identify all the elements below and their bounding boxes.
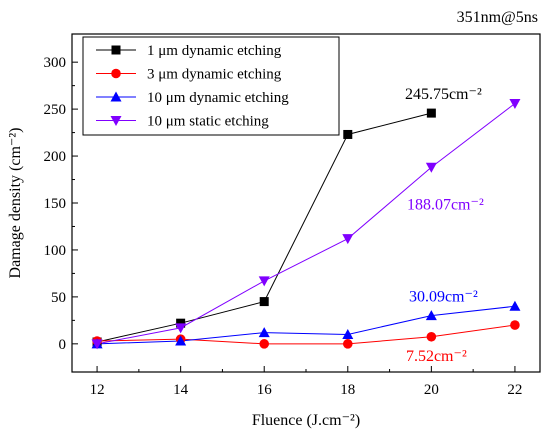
y-tick-label: 100 [44,243,67,259]
legend-marker-1 [111,68,121,79]
x-tick-label: 12 [90,382,105,398]
data-point [510,320,520,330]
annotation-1: 188.07cm⁻² [407,196,484,213]
legend-label-3: 10 μm static etching [147,114,269,130]
legend-marker-3 [110,116,122,126]
axes: 12 14 16 18 20 22 0 50 100 150 200 250 300 [44,55,523,398]
annotation-2: 30.09cm⁻² [409,289,478,306]
series-line-2 [97,305,515,345]
data-point [258,327,270,338]
legend-label-1: 3 μm dynamic etching [147,67,282,83]
series-lines [96,103,516,345]
legend-label-0: 1 μm dynamic etching [147,43,282,59]
data-point [175,335,187,346]
y-tick-label: 150 [44,196,67,212]
corner-label: 351nm@5ns [457,9,538,26]
data-point [259,339,270,349]
series-markers [91,98,521,350]
x-tick-label: 14 [173,382,189,398]
data-point [343,129,353,139]
data-point [259,297,269,307]
data-point [342,339,353,349]
data-point [175,323,187,334]
legend-marker-2 [110,91,122,102]
y-tick-label: 50 [51,290,66,306]
data-point [426,108,436,118]
legend-marker-0 [111,45,121,55]
x-tick-label: 16 [257,382,273,398]
data-point [509,300,521,311]
data-point [509,98,521,109]
data-point [342,328,354,339]
data-point [426,331,437,342]
y-tick-label: 250 [44,102,67,118]
x-tick-label: 22 [507,382,522,398]
data-point [91,339,103,350]
data-point [342,234,354,245]
x-tick-label: 20 [424,382,439,398]
x-axis-title: Fluence (J.cm⁻²) [252,412,360,429]
annotation-3: 7.52cm⁻² [406,348,467,365]
y-tick-label: 300 [44,55,67,71]
annotation-0: 245.75cm⁻² [405,86,482,103]
legend-label-2: 10 μm dynamic etching [147,90,289,106]
legend: 1 μm dynamic etching 3 μm dynamic etching… [82,36,340,136]
data-point [425,310,437,321]
data-point [425,162,437,173]
y-tick-label: 0 [59,337,67,353]
series-line-0 [96,112,432,343]
series-line-3 [96,103,516,345]
x-tick-label: 18 [340,382,355,398]
legend-box [82,36,340,136]
y-axis-title: Damage density (cm⁻²) [7,128,24,279]
data-point [176,318,186,328]
data-point [258,276,270,287]
series-line-1 [97,324,515,345]
y-tick-label: 200 [44,149,67,165]
annotations: 245.75cm⁻² 188.07cm⁻² 30.09cm⁻² 7.52cm⁻² [405,86,484,365]
